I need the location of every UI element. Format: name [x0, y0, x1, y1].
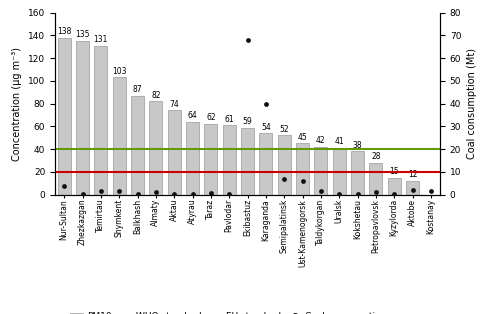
Text: 54: 54 — [261, 122, 270, 132]
Bar — [94, 46, 108, 195]
Point — [354, 191, 362, 196]
Point — [317, 189, 325, 194]
Text: 103: 103 — [112, 67, 126, 76]
Y-axis label: Concentration (µg m⁻³): Concentration (µg m⁻³) — [12, 46, 22, 161]
Bar — [241, 127, 254, 195]
Point — [408, 187, 416, 192]
Text: 59: 59 — [242, 117, 252, 126]
Bar — [131, 96, 144, 195]
Point — [78, 191, 86, 196]
Bar — [314, 147, 328, 195]
Text: 41: 41 — [334, 137, 344, 146]
Text: 61: 61 — [224, 115, 234, 123]
Bar — [388, 178, 401, 195]
Text: 28: 28 — [371, 152, 380, 161]
Point — [390, 191, 398, 196]
Bar — [332, 148, 346, 195]
Bar — [168, 111, 181, 195]
Bar — [149, 101, 162, 195]
Point — [225, 191, 233, 196]
Text: 42: 42 — [316, 136, 326, 145]
Bar — [278, 135, 291, 195]
Bar — [351, 151, 364, 195]
Point — [152, 190, 160, 195]
Bar — [58, 38, 71, 195]
Point — [207, 190, 215, 195]
Bar — [204, 124, 218, 195]
Text: 12: 12 — [408, 170, 417, 179]
Point — [188, 191, 196, 196]
Text: 74: 74 — [170, 100, 179, 109]
Bar — [76, 41, 89, 195]
Point — [262, 101, 270, 106]
Point — [280, 176, 288, 181]
Bar — [259, 133, 272, 195]
Point — [134, 192, 141, 197]
Text: 87: 87 — [132, 85, 142, 94]
Text: 15: 15 — [390, 167, 399, 176]
Point — [298, 178, 306, 183]
Point — [335, 191, 343, 196]
Text: 131: 131 — [94, 35, 108, 44]
Bar — [222, 125, 236, 195]
Point — [60, 183, 68, 188]
Point — [427, 189, 435, 194]
Point — [97, 189, 105, 194]
Point — [244, 37, 252, 42]
Text: 52: 52 — [280, 125, 289, 134]
Bar — [112, 78, 126, 195]
Text: 82: 82 — [151, 91, 160, 100]
Legend: PM10, WHO standard, EU standard, Coal consumption: PM10, WHO standard, EU standard, Coal co… — [70, 312, 387, 314]
Text: 38: 38 — [352, 141, 362, 150]
Bar — [296, 143, 309, 195]
Point — [115, 189, 123, 194]
Text: 135: 135 — [75, 30, 90, 39]
Text: 64: 64 — [188, 111, 198, 120]
Text: 45: 45 — [298, 133, 308, 142]
Text: 138: 138 — [57, 27, 72, 36]
Point — [372, 190, 380, 195]
Y-axis label: Coal consumption (Mt): Coal consumption (Mt) — [467, 48, 477, 159]
Text: 62: 62 — [206, 113, 216, 122]
Bar — [186, 122, 199, 195]
Bar — [369, 163, 382, 195]
Point — [170, 192, 178, 197]
Bar — [406, 181, 419, 195]
